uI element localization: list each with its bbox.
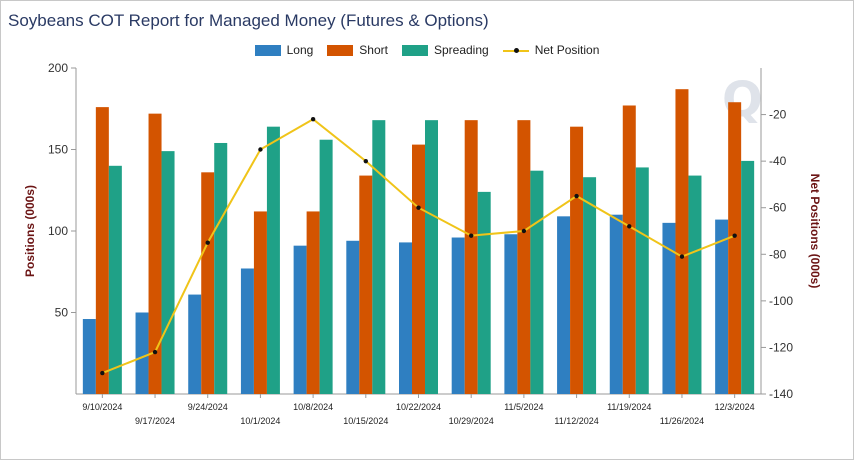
left-tick-label: 100: [48, 224, 68, 238]
x-tick-label: 9/10/2024: [82, 402, 122, 412]
y-axis-title: Positions (000s): [23, 185, 37, 277]
bar-long: [293, 245, 307, 394]
net-position-point: [627, 224, 632, 229]
right-tick-label: -120: [769, 340, 793, 354]
right-tick-label: -80: [769, 247, 787, 261]
bar-spreading: [477, 191, 491, 394]
net-position-point: [258, 147, 263, 152]
x-tick-label: 12/3/2024: [715, 402, 755, 412]
legend-label-short: Short: [359, 43, 388, 57]
legend-item-short[interactable]: Short: [327, 43, 388, 57]
chart-title: Soybeans COT Report for Managed Money (F…: [8, 11, 489, 30]
net-position-point: [100, 370, 105, 376]
net-position-point: [363, 158, 369, 164]
bar-spreading: [161, 151, 175, 394]
net-position-point: [468, 233, 474, 238]
net-position-point: [205, 240, 210, 245]
bar-short: [464, 120, 478, 394]
net-position-point: [679, 254, 685, 259]
x-tick-label: 11/12/2024: [554, 416, 598, 426]
bar-long: [82, 319, 96, 394]
legend-label-net-position: Net Position: [534, 43, 600, 57]
bar-spreading: [583, 177, 597, 394]
net-position-point: [310, 117, 316, 122]
right-tick-label: -40: [769, 154, 787, 168]
legend: Long Short Spreading Net Position: [0, 43, 854, 57]
bar-short: [253, 211, 267, 394]
x-tick-label: 11/5/2024: [504, 402, 543, 412]
net-position-point: [732, 233, 737, 238]
bar-short: [201, 172, 215, 394]
bar-short: [95, 107, 109, 395]
x-tick-label: 10/1/2024: [240, 416, 280, 426]
bar-long: [451, 237, 465, 394]
left-tick-label: 150: [48, 143, 68, 157]
bar-long: [557, 216, 571, 394]
legend-item-long[interactable]: Long: [254, 43, 314, 57]
bar-long: [346, 240, 360, 394]
left-tick-label: 200: [48, 61, 68, 75]
left-tick-label: 50: [55, 306, 69, 320]
bar-long: [609, 214, 623, 394]
net-position-point: [574, 193, 579, 199]
bar-short: [570, 126, 584, 395]
bar-spreading: [266, 126, 280, 395]
bar-short: [148, 113, 162, 394]
bar-spreading: [741, 160, 755, 394]
x-tick-label: 10/29/2024: [449, 416, 494, 426]
bar-long: [135, 312, 149, 394]
bar-short: [728, 102, 742, 394]
legend-swatch-spreading: [401, 44, 428, 56]
bar-short: [412, 144, 425, 394]
bar-spreading: [530, 170, 544, 394]
x-tick-label: 9/17/2024: [135, 416, 175, 426]
right-tick-label: -60: [769, 201, 787, 215]
bar-spreading: [214, 142, 228, 394]
bar-short: [675, 89, 689, 394]
right-tick-label: -140: [769, 387, 793, 401]
x-tick-label: 9/24/2024: [188, 402, 228, 412]
legend-item-net-position[interactable]: Net Position: [502, 43, 600, 57]
legend-swatch-short: [327, 44, 354, 56]
right-tick-label: -20: [769, 108, 787, 122]
bar-spreading: [688, 175, 702, 394]
bar-short: [517, 120, 531, 394]
net-position-point: [521, 228, 527, 234]
bar-spreading: [425, 120, 438, 394]
bar-short: [622, 105, 636, 395]
legend-label-long: Long: [286, 43, 314, 57]
x-tick-label: 10/8/2024: [293, 402, 333, 412]
legend-swatch-long: [254, 44, 281, 56]
bar-long: [715, 219, 729, 394]
x-tick-label: 10/22/2024: [396, 402, 441, 412]
bar-long: [240, 268, 254, 394]
bar-long: [662, 222, 676, 394]
bar-spreading: [319, 139, 333, 394]
bar-long: [399, 242, 412, 394]
y2-axis-title: Net Positions (000s): [808, 174, 822, 289]
net-position-point: [152, 349, 158, 355]
bar-spreading: [108, 165, 122, 394]
x-tick-label: 11/19/2024: [607, 402, 651, 412]
legend-label-spreading: Spreading: [433, 43, 489, 57]
bar-spreading: [635, 167, 649, 394]
bar-short: [359, 175, 373, 394]
x-tick-label: 11/26/2024: [660, 416, 704, 426]
legend-item-spreading[interactable]: Spreading: [401, 43, 489, 57]
x-tick-label: 10/15/2024: [343, 416, 388, 426]
bar-long: [504, 234, 518, 394]
net-position-point: [416, 205, 421, 210]
bar-spreading: [372, 120, 386, 394]
legend-swatch-net-position: [502, 45, 529, 56]
bar-long: [188, 294, 202, 394]
right-tick-label: -100: [769, 294, 793, 308]
bar-short: [306, 211, 320, 394]
